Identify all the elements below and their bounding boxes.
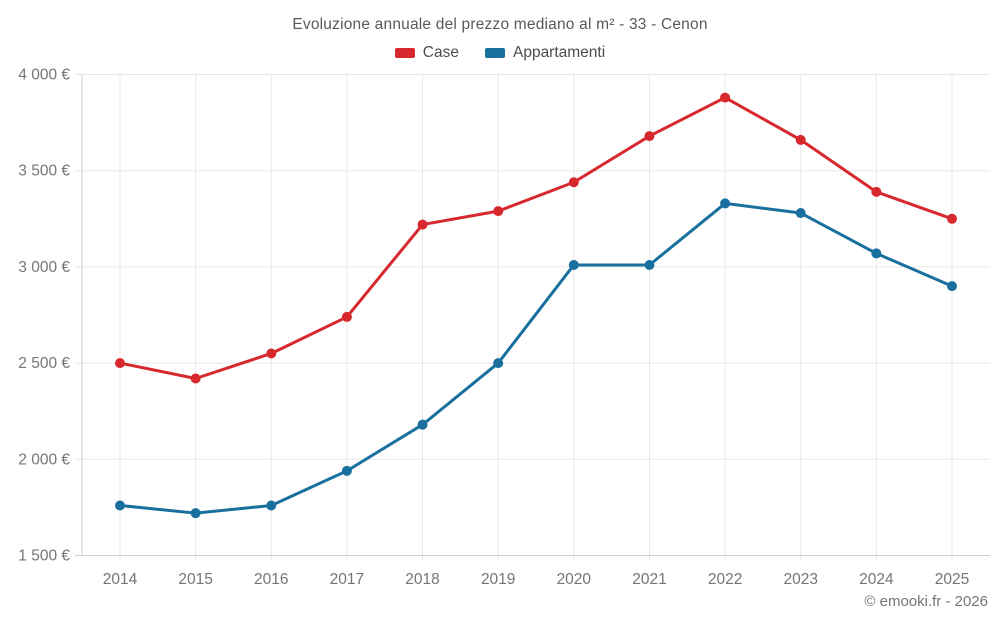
data-point — [795, 208, 806, 219]
data-point — [947, 213, 957, 224]
x-tick-label: 2022 — [708, 571, 742, 588]
x-tick-label: 2016 — [254, 571, 288, 588]
data-point — [644, 259, 655, 270]
legend-item-appartamenti[interactable]: Appartamenti — [484, 44, 606, 62]
y-tick-label: 3 000 € — [18, 259, 70, 276]
data-point — [115, 500, 125, 511]
data-point — [947, 281, 957, 292]
x-tick-label: 2024 — [859, 571, 894, 588]
legend-label-appartamenti: Appartamenti — [512, 44, 606, 61]
data-point — [493, 206, 504, 217]
chart-legend: Case Appartamenti — [0, 44, 1000, 62]
x-tick-label: 2019 — [481, 571, 515, 588]
data-point — [190, 508, 201, 519]
series-line-appartamenti — [118, 201, 954, 515]
data-point — [644, 131, 655, 142]
y-tick-label: 2 500 € — [18, 355, 70, 372]
x-tick-label: 2021 — [632, 571, 666, 588]
appartamenti-legend-color-icon — [484, 48, 505, 58]
chart-title: Evoluzione annuale del prezzo mediano al… — [292, 16, 708, 33]
y-tick-label: 3 500 € — [18, 163, 70, 180]
copyright-credit: © emooki.fr - 2026 — [864, 593, 988, 610]
x-tick-label: 2018 — [405, 571, 439, 588]
series-line-case — [118, 96, 954, 380]
data-point — [871, 186, 882, 197]
y-tick-label: 2 000 € — [18, 451, 70, 468]
data-point — [115, 358, 125, 369]
legend-label-case: Case — [422, 44, 459, 61]
legend-item-case[interactable]: Case — [394, 44, 459, 62]
x-tick-label: 2020 — [557, 571, 592, 588]
case-legend-color-icon — [394, 48, 415, 58]
data-point — [266, 500, 277, 511]
data-point — [341, 311, 352, 322]
data-point — [417, 419, 428, 430]
data-point — [720, 198, 731, 209]
data-point — [341, 465, 352, 476]
x-tick-label: 2014 — [103, 571, 138, 588]
x-tick-label: 2025 — [935, 571, 969, 588]
data-point — [493, 358, 504, 369]
data-point — [568, 177, 579, 188]
y-tick-label: 1 500 € — [18, 548, 70, 565]
data-point — [190, 373, 201, 384]
data-point — [871, 248, 882, 259]
data-point — [568, 259, 579, 270]
x-tick-label: 2017 — [330, 571, 364, 588]
data-point — [720, 92, 731, 103]
data-point — [266, 348, 277, 359]
data-point — [795, 134, 806, 145]
x-tick-label: 2023 — [783, 571, 817, 588]
data-point — [417, 219, 428, 230]
y-tick-label: 4 000 € — [18, 67, 70, 84]
x-tick-label: 2015 — [178, 571, 212, 588]
